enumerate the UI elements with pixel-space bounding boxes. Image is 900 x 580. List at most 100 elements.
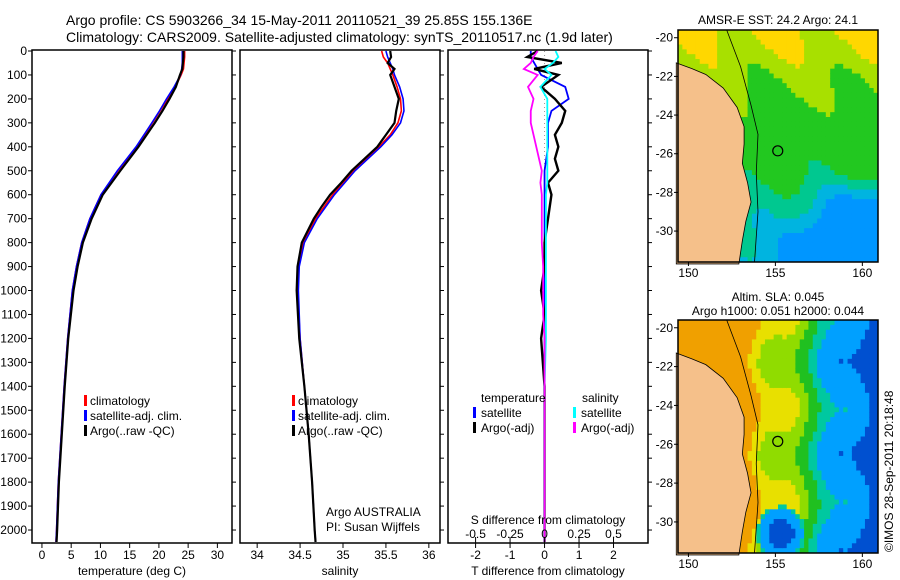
map-cell xyxy=(743,412,749,418)
map-cell xyxy=(751,523,757,530)
map-cell xyxy=(756,446,762,452)
map-cell xyxy=(778,194,783,200)
map-cell xyxy=(769,402,775,408)
map-cell xyxy=(795,320,801,326)
map-cell xyxy=(817,533,822,539)
map-cell xyxy=(795,49,801,55)
map-cell xyxy=(864,373,870,379)
map-cell xyxy=(743,334,749,340)
title-line-1: Argo profile: CS 5903266_34 15-May-2011 … xyxy=(66,12,533,28)
map-cell xyxy=(834,363,840,370)
map-cell xyxy=(817,538,822,544)
map-cell xyxy=(843,213,849,219)
map-cell xyxy=(769,543,775,549)
map-cell xyxy=(851,39,857,45)
map-cell xyxy=(747,324,753,331)
map-cell xyxy=(795,63,801,70)
x-axis-label: T difference from climatology xyxy=(471,564,625,578)
map-cell xyxy=(856,421,862,428)
map-cell xyxy=(869,121,875,128)
map-cell xyxy=(804,92,809,99)
map-cell xyxy=(869,112,875,118)
map-cell xyxy=(751,30,757,36)
map-cell xyxy=(764,387,770,394)
map-cell xyxy=(812,155,818,161)
map-cell xyxy=(712,349,718,355)
map-cell xyxy=(760,213,766,219)
map-cell xyxy=(812,204,818,210)
map-cell xyxy=(843,136,849,142)
map-cell xyxy=(686,63,692,70)
map-cell xyxy=(843,451,849,457)
map-cell xyxy=(695,349,701,355)
map-cell xyxy=(743,92,749,99)
map-cell xyxy=(873,228,879,234)
map-cell xyxy=(812,199,818,205)
map-cell xyxy=(782,528,788,535)
map-cell xyxy=(838,68,844,74)
map-cell xyxy=(743,383,749,389)
y-tick-label: 1300 xyxy=(0,355,27,369)
map-cell xyxy=(808,54,814,60)
map-cell xyxy=(817,412,822,418)
map-cell xyxy=(847,329,853,336)
map-cell xyxy=(864,417,870,423)
map-cell xyxy=(856,324,862,331)
map-cell xyxy=(795,223,801,229)
map-cell xyxy=(786,44,792,50)
map-cell xyxy=(860,523,866,530)
map-cell xyxy=(786,504,792,510)
map-cell xyxy=(799,112,805,118)
map-cell xyxy=(725,363,731,370)
map-cell xyxy=(808,194,814,200)
map-cell xyxy=(847,480,853,486)
map-cell xyxy=(851,97,857,103)
map-cell xyxy=(830,407,836,413)
map-cell xyxy=(843,358,849,365)
map-cell xyxy=(786,402,792,408)
map-cell xyxy=(751,446,757,452)
map-cell xyxy=(812,175,818,181)
legend-label: Argo(..raw -QC) xyxy=(90,424,175,438)
map-cell xyxy=(686,59,692,65)
map-cell xyxy=(743,548,749,554)
map-cell xyxy=(786,131,792,137)
map-cell xyxy=(864,92,870,99)
map-cell xyxy=(851,485,857,491)
map-cell xyxy=(825,402,831,408)
map-cell xyxy=(847,489,853,496)
map-cell xyxy=(769,470,775,476)
map-cell xyxy=(760,97,766,103)
map-cell xyxy=(864,455,870,462)
map-cell xyxy=(721,320,727,326)
map-cell xyxy=(778,363,783,370)
map-cell xyxy=(799,523,805,530)
map-cell xyxy=(869,44,875,50)
map-cell xyxy=(873,426,879,433)
map-cell xyxy=(778,160,783,166)
map-cell xyxy=(804,426,809,433)
map-cell xyxy=(847,68,853,74)
map-cell xyxy=(869,441,875,447)
map-cell xyxy=(721,353,727,360)
map-cell xyxy=(773,460,779,467)
map-cell xyxy=(738,63,744,70)
map-cell xyxy=(764,460,770,467)
map-cell xyxy=(786,126,792,132)
map-cell xyxy=(699,39,705,45)
y-tick-label: 0 xyxy=(20,44,27,58)
map-cell xyxy=(830,92,836,99)
map-cell xyxy=(808,170,814,176)
map-cell xyxy=(769,189,775,195)
map-cell xyxy=(812,30,818,36)
map-cell xyxy=(808,242,814,248)
map-cell xyxy=(821,387,827,394)
map-cell xyxy=(730,88,736,94)
map-cell xyxy=(838,383,844,389)
map-cell xyxy=(869,141,875,147)
map-cell xyxy=(760,543,766,549)
map-cell xyxy=(782,83,788,89)
map-cell xyxy=(834,160,840,166)
map-cell xyxy=(847,485,853,491)
map-cell xyxy=(799,475,805,481)
